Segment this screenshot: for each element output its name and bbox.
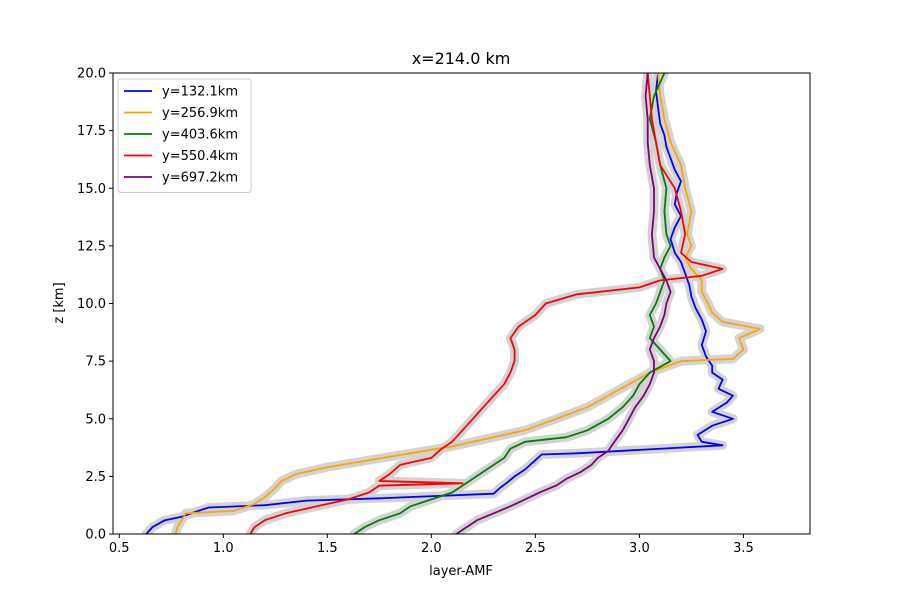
y-tick-label: 5.0 xyxy=(85,412,106,427)
legend-label: y=550.4km xyxy=(162,149,238,164)
series-line-1 xyxy=(145,73,734,534)
y-tick-label: 15.0 xyxy=(77,182,106,197)
y-axis-ticks: 0.0 2.5 5.0 7.5 10.0 12.5 15.0 17.5 20.0 xyxy=(77,67,113,543)
x-axis-ticks: 0.5 1.0 1.5 2.0 2.5 3.0 3.5 xyxy=(109,534,754,556)
legend-box xyxy=(117,78,252,193)
legend-label: y=132.1km xyxy=(162,85,238,100)
y-tick-label: 20.0 xyxy=(77,67,106,82)
y-tick-label: 2.5 xyxy=(85,470,106,485)
series-lines xyxy=(145,73,761,534)
y-tick-label: 7.5 xyxy=(85,355,106,370)
x-tick-label: 1.5 xyxy=(317,541,338,556)
x-tick-label: 2.0 xyxy=(421,541,442,556)
y-tick-label: 0.0 xyxy=(85,528,106,543)
series-line-2 xyxy=(174,73,761,534)
x-tick-label: 3.5 xyxy=(733,541,754,556)
x-tick-label: 2.5 xyxy=(525,541,546,556)
legend-label: y=256.9km xyxy=(162,106,238,121)
legend-label: y=697.2km xyxy=(162,171,238,186)
series-line-4 xyxy=(249,73,724,534)
legend: y=132.1km y=256.9km y=403.6km y=550.4km y=69… xyxy=(117,78,252,193)
y-axis-label: z [km] xyxy=(52,282,67,323)
y-tick-label: 17.5 xyxy=(77,124,106,139)
x-tick-label: 0.5 xyxy=(109,541,130,556)
legend-label: y=403.6km xyxy=(162,128,238,143)
x-tick-label: 3.0 xyxy=(629,541,650,556)
y-tick-label: 10.0 xyxy=(77,297,106,312)
series-line-5 xyxy=(455,73,672,534)
y-tick-label: 12.5 xyxy=(77,239,106,254)
series-band-2 xyxy=(170,73,765,534)
x-tick-label: 1.0 xyxy=(213,541,234,556)
chart-title: x=214.0 km xyxy=(412,49,511,68)
series-line-3 xyxy=(353,73,672,534)
x-axis-label: layer-AMF xyxy=(429,564,493,579)
